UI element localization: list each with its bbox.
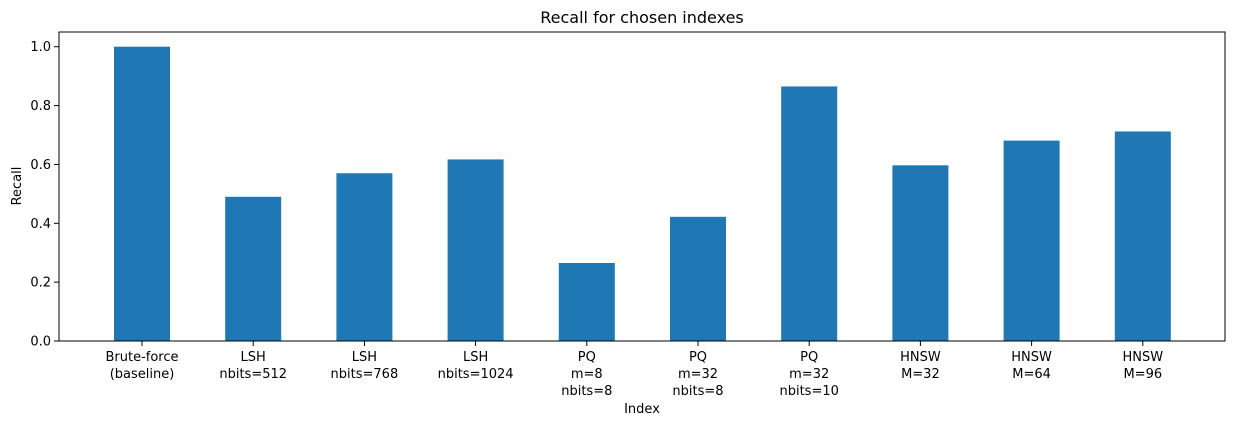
y-tick-label: 0.6 [30,158,51,173]
chart-title: Recall for chosen indexes [540,8,744,27]
y-tick-label: 0.2 [30,276,51,291]
x-tick-label-4: PQ m=8 nbits=8 [561,350,612,399]
bar-0 [114,46,170,341]
x-tick-label-8: HNSW M=64 [1011,350,1052,382]
bar-3 [447,159,504,341]
x-tick-label-5: PQ m=32 nbits=8 [672,350,723,399]
bar-5 [670,216,726,341]
y-axis-label: Recall [10,167,25,206]
bar-1 [225,196,282,341]
y-tick-label: 0.8 [30,99,51,114]
bars-group [114,46,1171,341]
bar-9 [1114,131,1171,341]
y-tick-label: 0.0 [30,335,51,350]
y-axis: 0.0 0.2 0.4 0.6 0.8 1.0 [30,40,59,350]
bar-6 [781,86,838,341]
bar-7 [892,165,949,341]
y-tick-label: 0.4 [30,217,51,232]
plot-frame [58,31,1226,342]
bar-4 [558,263,615,341]
y-tick-label: 1.0 [30,40,51,55]
x-axis: Brute-force (baseline) LSH nbits=512 LSH nbit… [105,341,1163,399]
x-tick-label-0: Brute-force (baseline) [105,350,178,382]
x-tick-label-6: PQ m=32 nbits=10 [779,350,838,399]
x-tick-label-1: LSH nbits=512 [219,350,287,382]
x-tick-label-7: HNSW M=32 [900,350,941,382]
x-tick-label-2: LSH nbits=768 [331,350,399,382]
x-tick-label-3: LSH nbits=1024 [438,350,514,382]
x-axis-label: Index [624,402,660,417]
x-tick-label-9: HNSW M=96 [1122,350,1163,382]
bar-8 [1003,140,1060,341]
bar-2 [336,173,393,341]
